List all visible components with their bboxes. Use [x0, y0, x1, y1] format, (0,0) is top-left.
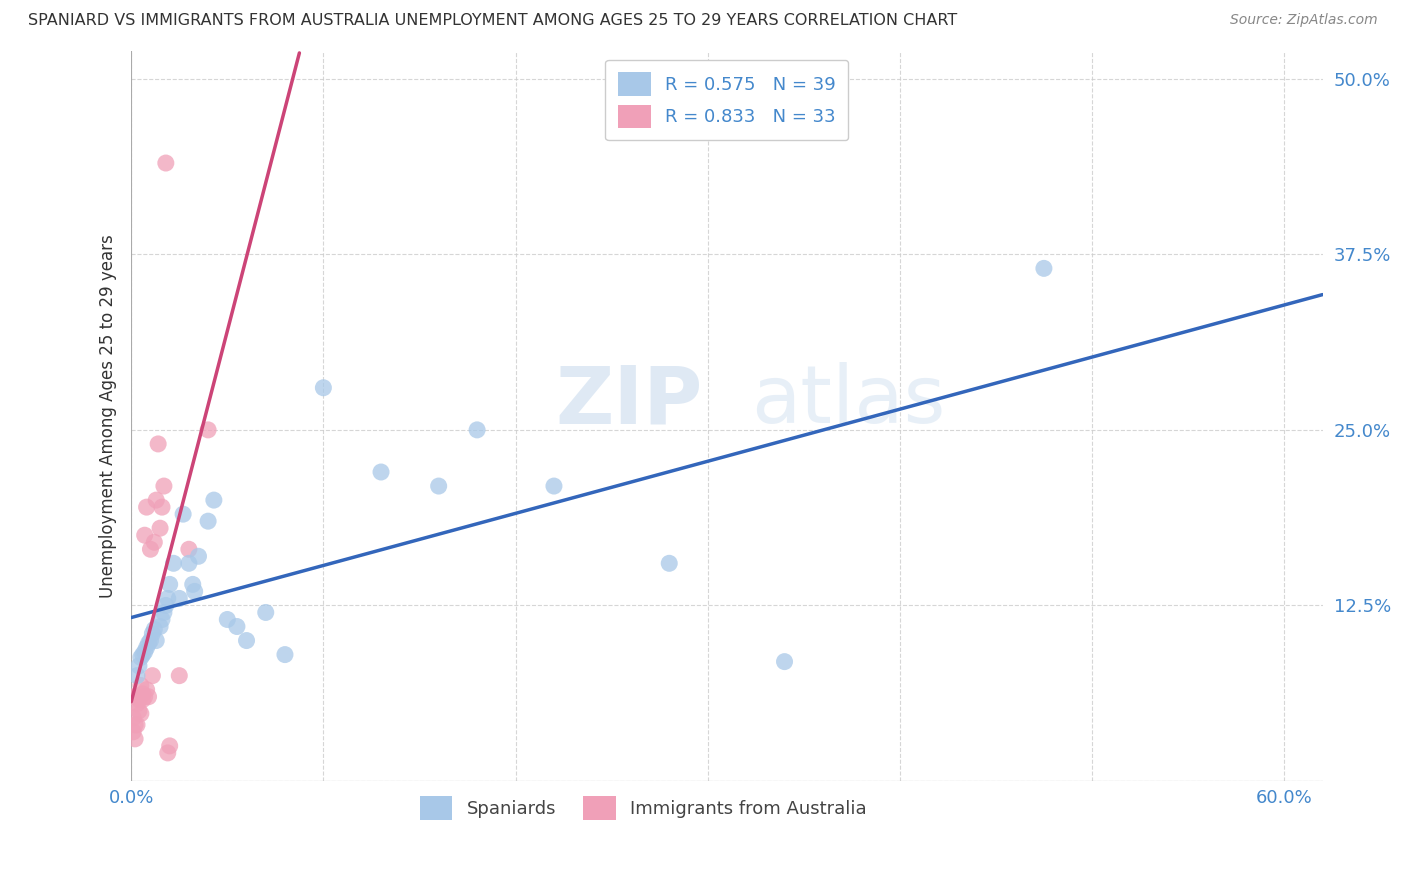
Point [156, 746, 179, 760]
Point [169, 668, 191, 682]
Text: ZIP: ZIP [555, 362, 703, 441]
Point [125, 718, 148, 732]
Point [128, 704, 150, 718]
Point [773, 655, 796, 669]
Point [183, 584, 205, 599]
Point [226, 619, 249, 633]
Point [177, 542, 200, 557]
Point [139, 633, 162, 648]
Point [134, 690, 156, 704]
Point [274, 648, 297, 662]
Point [146, 437, 169, 451]
Point [149, 619, 172, 633]
Text: atlas: atlas [751, 362, 945, 441]
Point [132, 692, 155, 706]
Point [312, 381, 335, 395]
Point [159, 577, 181, 591]
Point [187, 549, 209, 564]
Text: Source: ZipAtlas.com: Source: ZipAtlas.com [1230, 13, 1378, 28]
Point [132, 687, 155, 701]
Point [162, 557, 184, 571]
Point [197, 514, 219, 528]
Point [128, 658, 150, 673]
Point [143, 623, 166, 637]
Point [150, 500, 173, 515]
Point [181, 577, 204, 591]
Point [169, 591, 191, 606]
Point [197, 423, 219, 437]
Point [658, 557, 681, 571]
Point [138, 636, 160, 650]
Point [143, 535, 166, 549]
Point [124, 690, 146, 704]
Point [124, 731, 146, 746]
Point [465, 423, 488, 437]
Point [235, 633, 257, 648]
Point [177, 557, 200, 571]
Point [129, 650, 152, 665]
Legend: Spaniards, Immigrants from Australia: Spaniards, Immigrants from Australia [413, 789, 875, 827]
Point [543, 479, 565, 493]
Point [172, 507, 194, 521]
Y-axis label: Unemployment Among Ages 25 to 29 years: Unemployment Among Ages 25 to 29 years [100, 234, 117, 598]
Point [138, 690, 160, 704]
Point [122, 711, 145, 725]
Point [1032, 261, 1054, 276]
Point [134, 645, 156, 659]
Point [153, 479, 176, 493]
Point [156, 591, 179, 606]
Point [370, 465, 392, 479]
Point [120, 690, 142, 704]
Point [153, 606, 176, 620]
Point [135, 682, 157, 697]
Point [155, 156, 177, 170]
Point [254, 606, 277, 620]
Point [145, 633, 167, 648]
Point [150, 612, 173, 626]
Point [132, 648, 155, 662]
Text: SPANIARD VS IMMIGRANTS FROM AUSTRALIA UNEMPLOYMENT AMONG AGES 25 TO 29 YEARS COR: SPANIARD VS IMMIGRANTS FROM AUSTRALIA UN… [28, 13, 957, 29]
Point [122, 724, 145, 739]
Point [125, 697, 148, 711]
Point [427, 479, 450, 493]
Point [125, 668, 148, 682]
Point [135, 500, 157, 515]
Point [141, 668, 163, 682]
Point [139, 542, 162, 557]
Point [135, 640, 157, 655]
Point [124, 718, 146, 732]
Point [128, 692, 150, 706]
Point [134, 528, 156, 542]
Point [159, 739, 181, 753]
Point [129, 678, 152, 692]
Point [145, 493, 167, 508]
Point [141, 626, 163, 640]
Point [129, 706, 152, 721]
Point [217, 612, 239, 626]
Point [149, 521, 172, 535]
Point [155, 599, 177, 613]
Point [202, 493, 225, 508]
